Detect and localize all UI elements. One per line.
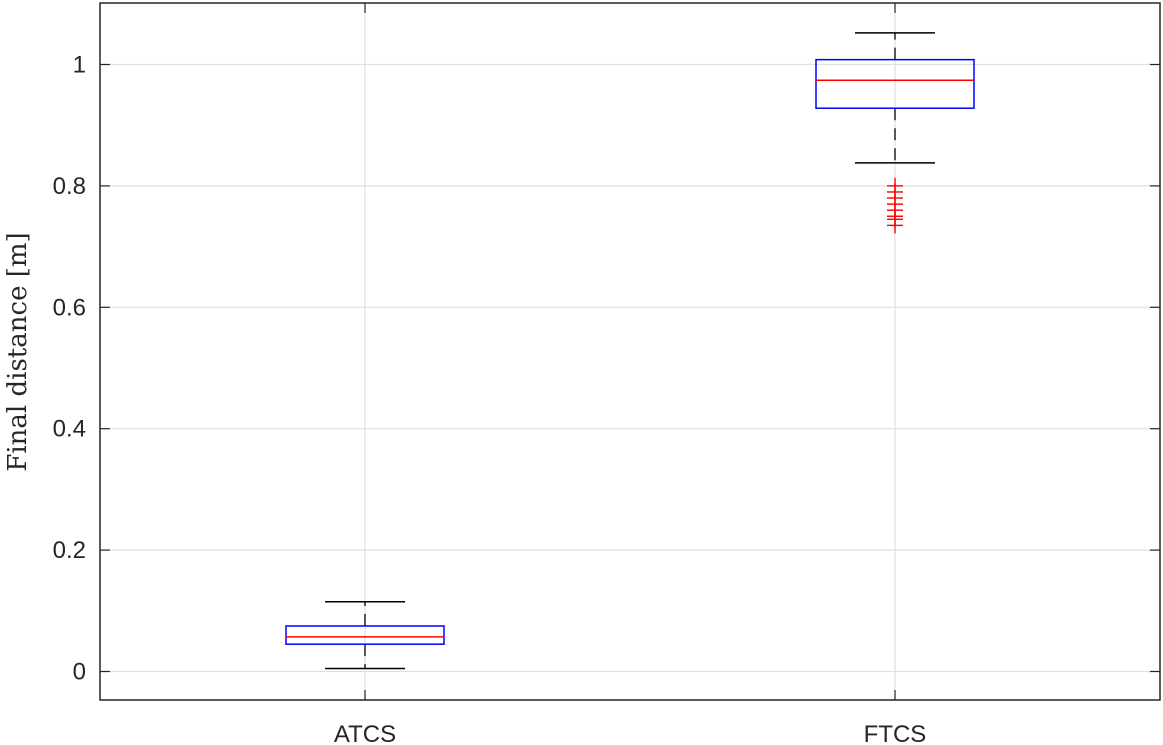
grid-lines [100,3,1160,700]
outlier-marker [887,177,903,194]
y-tick-label: 1 [73,52,86,79]
x-tick-label: ATCS [334,721,396,745]
y-tick-label: 0.6 [53,294,86,321]
y-axis-label: Final distance [m] [3,232,33,471]
iqr-box [815,58,975,109]
box-atcs [285,600,445,670]
y-tick-label: 0.4 [53,416,86,443]
box-ftcs [815,32,975,234]
y-ticks: 0 0.2 0.4 0.6 0.8 1 [53,52,1160,686]
x-tick-label: FTCS [864,721,927,745]
y-tick-label: 0.2 [53,537,86,564]
y-tick-label: 0 [73,659,86,686]
boxes [285,32,975,670]
axes-frame [99,2,1161,701]
y-tick-label: 0.8 [53,173,86,200]
x-ticks: ATCS FTCS [334,3,926,745]
plot-frame [99,2,1161,701]
iqr-box [285,625,445,645]
